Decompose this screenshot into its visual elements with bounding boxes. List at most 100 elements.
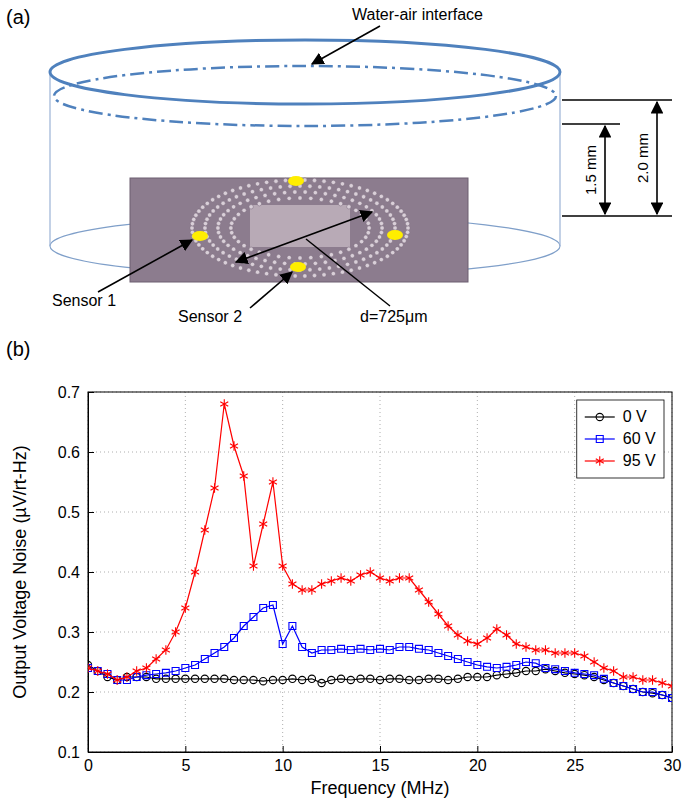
marker [512,639,520,648]
tick-label: 15 [372,757,390,774]
chip-element [322,273,326,277]
marker [328,676,335,683]
arrow-diameter [236,212,372,262]
chip-element [399,209,403,213]
chip-element [359,239,363,243]
tick-label: 0 [84,757,93,774]
marker [367,647,374,654]
chip-element [323,260,327,264]
chip-element [221,201,225,205]
chip-element [405,230,409,234]
chip-element [308,184,312,188]
chip-element [250,189,254,193]
chip-element [392,221,396,225]
chip-element [231,205,235,209]
sensor-dot [387,230,403,240]
plot-area [88,399,672,701]
grid [88,392,672,752]
marker [493,665,500,672]
chip-element [345,189,349,193]
tick-label: 30 [664,757,682,774]
chip-element [218,235,222,239]
sensor-dot [290,262,306,272]
marker [231,635,238,642]
x-tick: 25 [566,746,584,774]
chip-element [210,198,214,202]
legend-item: 0 V [585,408,647,425]
chip-element [357,266,361,270]
marker [415,676,422,683]
chip-element [264,271,268,275]
marker [386,576,394,585]
marker [269,602,276,609]
chip-element [361,195,365,199]
marker [464,636,472,645]
marker [338,645,345,652]
marker [513,669,520,676]
chip-element [203,221,207,225]
chip-element [309,196,313,200]
chip-element [242,243,246,247]
marker [269,676,276,683]
marker [249,561,257,570]
marker [523,659,530,666]
chip-element [211,243,215,247]
chip-element [380,205,384,209]
chip-element [338,250,342,254]
marker [113,675,121,684]
chip-element [190,221,194,225]
chip-element [354,192,358,196]
marker [396,675,403,682]
tick-label: 20 [469,757,487,774]
chip-element [200,247,204,251]
marker [581,671,588,678]
marker [211,650,218,657]
marker [425,647,432,654]
y-tick: 0.4 [58,564,94,581]
chip-element [349,184,353,188]
marker [259,519,267,528]
marker [377,645,384,652]
chip-element [247,268,251,272]
chip-element [385,198,389,202]
chip-element [375,250,379,254]
chip-element [274,273,278,277]
panel-label: (b) [6,338,30,360]
chip-element [349,268,353,272]
dimension-line [562,123,620,124]
marker [571,669,578,676]
marker [230,441,238,450]
marker [172,668,179,675]
marker [571,648,579,657]
chip-element [254,195,258,199]
chip-element [221,250,225,254]
marker [88,663,92,672]
marker [250,614,257,621]
marker [347,576,355,585]
marker [552,666,559,673]
marker [503,630,511,639]
chip-element [388,213,392,217]
marker [221,644,228,651]
chip-element [402,213,406,217]
marker [415,585,423,594]
chip-element [234,195,238,199]
x-tick: 15 [372,746,390,774]
marker [435,675,442,682]
grid-line [88,572,672,573]
marker [464,659,471,666]
chip-element [223,191,227,195]
chip-element [200,205,204,209]
chip-element [230,263,234,267]
marker [396,644,403,651]
label-interface: Water-air interface [352,6,483,23]
marker [327,576,335,585]
chip-element [287,196,291,200]
marker [484,663,491,670]
marker [337,675,344,682]
marker [328,647,335,654]
chip-element [331,271,335,275]
chip-element [230,188,234,192]
y-axis-title: Output Voltage Noise (µV/rt-Hz) [10,445,30,698]
x-tick: 5 [181,746,190,774]
